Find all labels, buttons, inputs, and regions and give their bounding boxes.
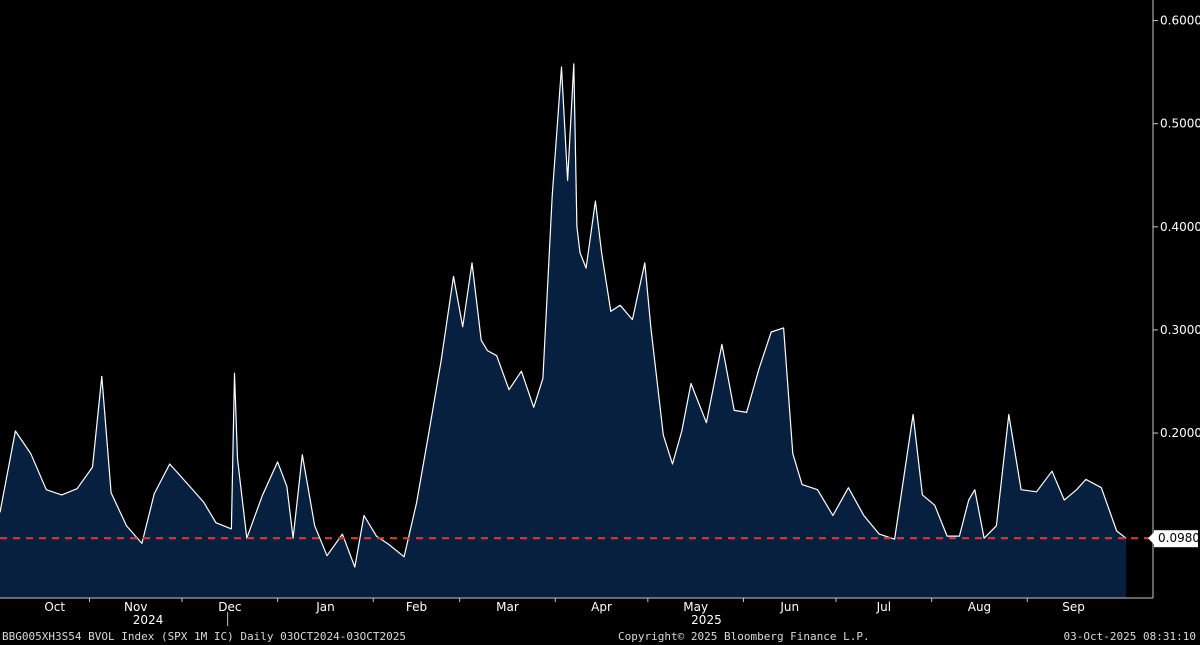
y-tick-label: 0.3000: [1160, 323, 1200, 337]
last-value-pointer: [1148, 532, 1154, 545]
x-tick-label: Jan: [315, 600, 335, 614]
y-tick-label: 0.6000: [1160, 14, 1200, 28]
x-tick-label: Jul: [876, 600, 891, 614]
plot-area: [0, 63, 1153, 598]
x-axis: Oct Nov Dec Jan Feb Mar Apr May Jun Jul Aug Sep 2024…: [44, 598, 1085, 627]
x-tick-label: Sep: [1062, 600, 1085, 614]
x-year-label: 2024: [133, 613, 164, 627]
y-tick-label: 0.5000: [1160, 117, 1200, 131]
y-axis: 0.6000 0.5000 0.4000 0.3000 0.2000 0.0980: [1148, 14, 1200, 548]
x-tick-label: May: [683, 600, 708, 614]
x-tick-label: Feb: [406, 600, 427, 614]
x-tick-label: Mar: [496, 600, 519, 614]
series-line: [0, 63, 1127, 568]
x-tick-label: Apr: [591, 600, 612, 614]
y-tick-label: 0.4000: [1160, 220, 1200, 234]
x-tick-label: Oct: [44, 600, 65, 614]
footer-bar: BBG005XH3S54 BVOL Index (SPX 1M IC) Dail…: [0, 627, 1200, 645]
x-tick-label: Nov: [124, 600, 147, 614]
footer-security-description: BBG005XH3S54 BVOL Index (SPX 1M IC) Dail…: [2, 630, 406, 643]
x-tick-label: Dec: [218, 600, 241, 614]
last-value-box: [1154, 530, 1198, 548]
x-tick-label: Jun: [779, 600, 799, 614]
last-value-label: 0.0980: [1158, 531, 1200, 545]
footer-timestamp: 03-Oct-2025 08:31:10: [1063, 630, 1196, 643]
bvol-chart: Oct Nov Dec Jan Feb Mar Apr May Jun Jul Aug Sep 2024…: [0, 0, 1200, 627]
footer-copyright: Copyright© 2025 Bloomberg Finance L.P.: [618, 630, 870, 643]
series-area: [0, 63, 1126, 598]
y-tick-label: 0.2000: [1160, 426, 1200, 440]
x-tick-label: Aug: [968, 600, 991, 614]
x-year-label: 2025: [691, 613, 722, 627]
